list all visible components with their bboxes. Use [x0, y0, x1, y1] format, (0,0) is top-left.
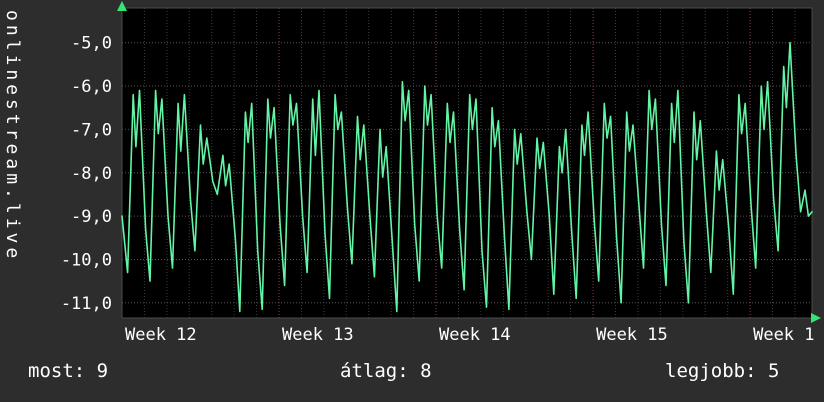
y-axis-arrow-icon [117, 1, 127, 11]
x-tick-label: Week 15 [596, 325, 668, 345]
stat-current: most: 9 [28, 360, 109, 382]
y-tick-label: -8,0 [71, 164, 112, 184]
x-tick-label: Week 1 [753, 325, 814, 345]
x-tick-label: Week 14 [439, 325, 511, 345]
y-tick-label: -6,0 [71, 77, 112, 97]
vertical-axis-label: onlinestream.live [2, 10, 23, 263]
x-tick-label: Week 13 [282, 325, 354, 345]
data-line [121, 41, 813, 313]
stats-footer: most: 9 átlag: 8 legjobb: 5 [0, 358, 824, 388]
y-tick-label: -11,0 [61, 294, 112, 314]
y-tick-label: -10,0 [61, 251, 112, 271]
y-tick-label: -7,0 [71, 120, 112, 140]
stat-best: legjobb: 5 [665, 360, 780, 382]
x-tick-label: Week 12 [125, 325, 197, 345]
stat-average: átlag: 8 [340, 360, 432, 382]
y-tick-label: -9,0 [71, 207, 112, 227]
y-tick-label: -5,0 [71, 34, 112, 54]
x-axis-arrow-icon [811, 313, 821, 323]
chart-canvas: -5,0 -6,0 -7,0 -8,0 -9,0 -10,0 -11,0 Week 12 Wee… [61, 1, 821, 345]
plot-border [121, 7, 813, 319]
